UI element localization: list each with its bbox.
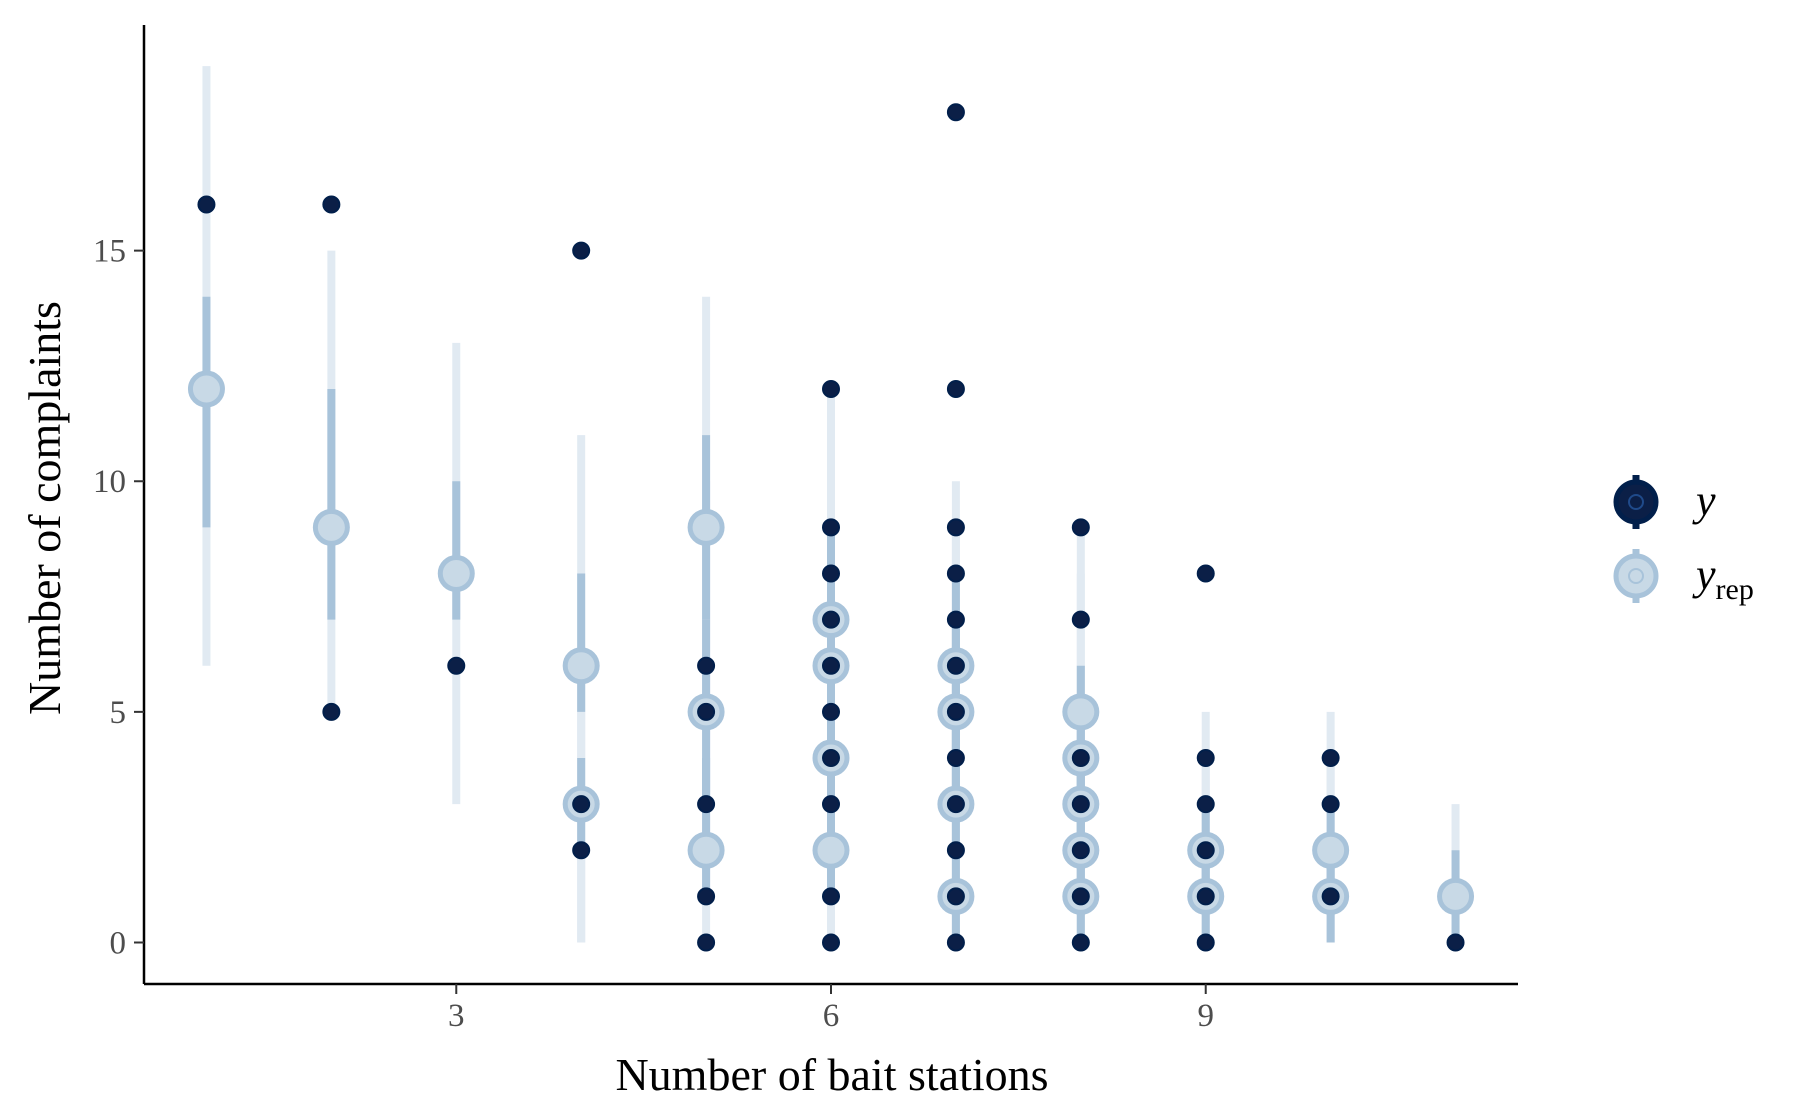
legend-yrep-inner-point (1628, 568, 1644, 584)
yrep-median-point (1437, 877, 1475, 915)
y-observed-point (1071, 610, 1090, 629)
y-observed-point (822, 702, 840, 721)
y-observed-point (822, 887, 840, 906)
y-observed-point (1196, 564, 1215, 583)
y-observed-point (946, 702, 965, 721)
y-observed-point (1321, 887, 1340, 906)
y-observed-point (322, 195, 341, 214)
y-observed-point (1071, 887, 1090, 906)
y-observed-point (572, 841, 591, 860)
y-observed-point (697, 795, 716, 814)
y-observed-point (822, 610, 840, 629)
y-tick-label: 5 (110, 695, 127, 731)
y-observed-point (697, 702, 716, 721)
legend-label: y (1692, 476, 1716, 525)
y-tick-label: 10 (93, 464, 126, 500)
y-observed-point (697, 887, 716, 906)
y-observed-point (1196, 841, 1215, 860)
yrep-median-point (187, 370, 225, 408)
y-observed-point (946, 795, 965, 814)
y-observed-point (946, 933, 965, 952)
y-observed-point (822, 564, 840, 583)
y-observed-point (822, 656, 840, 675)
y-axis-title: Number of complaints (19, 301, 70, 715)
x-tick-label: 9 (1197, 998, 1214, 1034)
legend-yrep-point (1613, 553, 1659, 599)
yrep-median-point (1062, 693, 1100, 731)
y-tick-label: 0 (110, 925, 127, 961)
axis-layer: 3 6 9 0 5 10 15 (93, 25, 1518, 1034)
y-observed-point (946, 103, 965, 122)
legend-y-point (1613, 479, 1659, 525)
y-tick-label: 15 (93, 234, 126, 270)
yrep-median-point (437, 554, 475, 592)
y-observed-point (946, 656, 965, 675)
x-axis-title: Number of bait stations (615, 1049, 1048, 1100)
y-observed-point (1071, 518, 1090, 537)
yrep-median-point (1312, 831, 1350, 869)
y-observed-point (946, 610, 965, 629)
yrep-median-point (687, 831, 725, 869)
y-observed-point (572, 795, 591, 814)
y-observed-point (1196, 887, 1215, 906)
y-observed-point (1321, 795, 1340, 814)
y-observed-point (946, 518, 965, 537)
y-observed-point (1071, 748, 1090, 767)
y-observed-point (822, 933, 840, 952)
yrep-median-point (562, 647, 600, 685)
legend-label-main: y (1692, 476, 1716, 525)
y-observed-point (197, 195, 216, 214)
legend-label-main: y (1692, 550, 1716, 599)
y-observed-point (572, 241, 591, 260)
legend-y-inner-point (1628, 494, 1644, 510)
plot-layer (187, 66, 1475, 952)
yrep-median-point (812, 831, 850, 869)
x-tick-label: 6 (823, 998, 840, 1034)
y-observed-point (946, 887, 965, 906)
x-tick-label: 3 (448, 998, 465, 1034)
y-observed-point (946, 564, 965, 583)
y-observed-point (946, 379, 965, 398)
y-observed-point (447, 656, 466, 675)
y-observed-point (1071, 933, 1090, 952)
y-observed-point (822, 795, 840, 814)
y-observed-point (822, 518, 840, 537)
y-observed-point (822, 379, 840, 398)
y-observed-point (822, 748, 840, 767)
legend-label-subscript: rep (1716, 573, 1754, 606)
y-observed-point (946, 841, 965, 860)
y-observed-point (1446, 933, 1465, 952)
y-observed-point (1196, 748, 1215, 767)
y-observed-point (697, 933, 716, 952)
yrep-median-point (687, 508, 725, 546)
y-observed-point (1196, 933, 1215, 952)
y-observed-point (697, 656, 716, 675)
y-observed-point (322, 702, 341, 721)
yrep-median-point (312, 508, 350, 546)
y-observed-point (1321, 748, 1340, 767)
legend-label: yrep (1692, 550, 1754, 606)
y-observed-point (1196, 795, 1215, 814)
y-observed-point (946, 748, 965, 767)
y-observed-point (1071, 841, 1090, 860)
y-observed-point (1071, 795, 1090, 814)
